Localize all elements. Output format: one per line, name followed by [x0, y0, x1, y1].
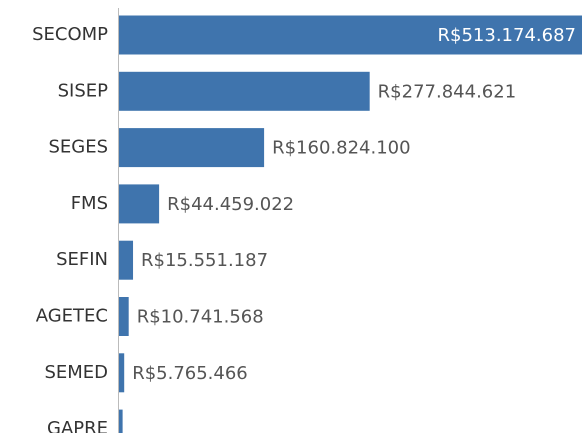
bar	[119, 128, 265, 168]
category-label: SEFIN	[56, 249, 108, 270]
bar	[119, 240, 134, 280]
bar	[119, 409, 123, 433]
category-label: SECOMP	[32, 24, 108, 45]
value-label: R$160.824.100	[272, 138, 410, 159]
value-label: R$44.459.022	[167, 194, 294, 215]
bar	[119, 353, 125, 393]
value-label: R$513.174.687	[438, 25, 576, 46]
category-label: AGETEC	[36, 306, 108, 327]
value-label: R$5.765.466	[132, 363, 248, 384]
category-label: SEMED	[44, 362, 108, 383]
bar	[119, 297, 129, 336]
category-label: GAPRE	[47, 418, 108, 433]
category-label: FMS	[71, 193, 108, 214]
bar	[119, 71, 370, 111]
value-label: R$15.551.187	[141, 250, 268, 271]
value-label: R$277.844.621	[378, 81, 516, 102]
category-label: SEGES	[48, 137, 108, 158]
category-label: SISEP	[58, 80, 109, 101]
bar	[119, 184, 160, 224]
value-label: R$10.741.568	[137, 307, 264, 328]
bar	[119, 15, 582, 55]
